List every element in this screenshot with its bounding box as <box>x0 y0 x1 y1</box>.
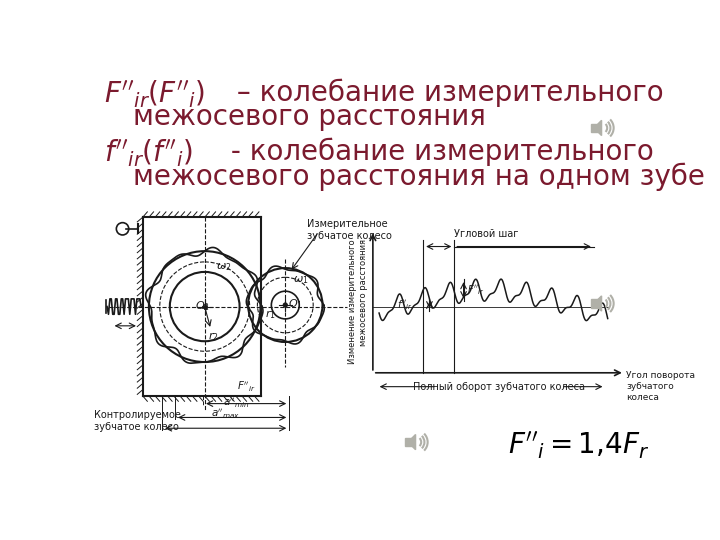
Text: $\omega_1$: $\omega_1$ <box>293 274 309 286</box>
Text: Измерительное
зубчатое колесо: Измерительное зубчатое колесо <box>307 219 392 241</box>
Text: межосевого расстояния на одном зубе: межосевого расстояния на одном зубе <box>132 163 704 191</box>
Text: Полный оборот зубчатого колеса: Полный оборот зубчатого колеса <box>413 382 585 392</box>
Polygon shape <box>598 296 602 311</box>
Text: $F''_{ir}$: $F''_{ir}$ <box>237 380 256 394</box>
Text: Контролируемое
зубчатое колесо: Контролируемое зубчатое колесо <box>94 410 181 432</box>
Text: $O_2$: $O_2$ <box>194 300 210 313</box>
Text: $F''_{ir}$: $F''_{ir}$ <box>467 284 484 297</box>
Bar <box>591 300 598 307</box>
Text: $a''_{min}$: $a''_{min}$ <box>223 396 249 410</box>
Text: Изменение измерительного
межосевого расстояния: Изменение измерительного межосевого расс… <box>348 239 368 364</box>
Text: Угловой шаг: Угловой шаг <box>454 229 518 239</box>
Text: – колебание измерительного: – колебание измерительного <box>228 79 664 107</box>
Text: $r_2$: $r_2$ <box>208 330 218 343</box>
Polygon shape <box>412 435 415 450</box>
Bar <box>591 124 598 132</box>
Text: Угол поворота
зубчатого
колеса: Угол поворота зубчатого колеса <box>626 372 696 402</box>
Text: $\omega_2$: $\omega_2$ <box>216 261 232 273</box>
Text: - колебание измерительного: - колебание измерительного <box>222 138 654 166</box>
Text: $f''_{ir}$: $f''_{ir}$ <box>397 298 413 312</box>
Text: $\it{F''_{ir}(F''_i)}$: $\it{F''_{ir}(F''_i)}$ <box>104 79 205 110</box>
Text: $O_1$: $O_1$ <box>289 298 303 311</box>
Text: $r_1$: $r_1$ <box>265 308 276 321</box>
Bar <box>405 438 412 446</box>
Polygon shape <box>598 120 602 136</box>
Text: $\it{f''_{ir}(f''_i)}$: $\it{f''_{ir}(f''_i)}$ <box>104 138 193 169</box>
Text: межосевого расстояния: межосевого расстояния <box>132 103 485 131</box>
Text: $a''_{max}$: $a''_{max}$ <box>211 406 240 421</box>
Circle shape <box>284 303 287 307</box>
Text: $F''_i = 1{,}4F_r$: $F''_i = 1{,}4F_r$ <box>508 429 649 461</box>
